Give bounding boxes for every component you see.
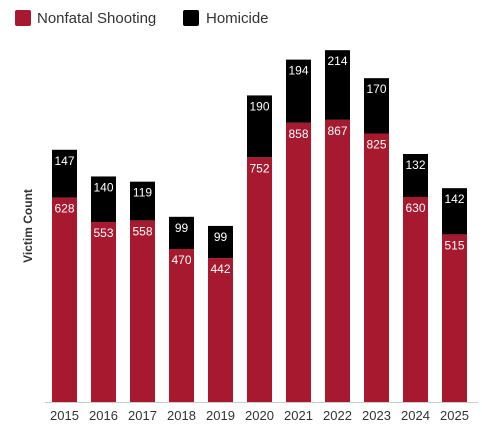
- data-label-nonfatal-shooting-2023: 825: [366, 138, 386, 152]
- bar-homicide-2019[interactable]: [208, 225, 233, 259]
- data-label-homicide-2022: 214: [327, 54, 347, 68]
- bar-homicide-2023[interactable]: [364, 78, 389, 134]
- bar-homicide-2018[interactable]: [169, 216, 194, 250]
- data-label-nonfatal-shooting-2015: 628: [54, 202, 74, 216]
- bar-nonfatal-shooting-2022[interactable]: [325, 119, 350, 403]
- x-tick-label-2021: 2021: [284, 408, 313, 423]
- data-label-nonfatal-shooting-2020: 752: [249, 161, 269, 175]
- data-label-nonfatal-shooting-2018: 470: [171, 253, 191, 267]
- data-label-nonfatal-shooting-2024: 630: [405, 201, 425, 215]
- bar-nonfatal-shooting-2016[interactable]: [91, 222, 116, 402]
- legend-item-nonfatal-shooting[interactable]: Nonfatal Shooting: [15, 10, 156, 27]
- x-tick-label-2025: 2025: [440, 408, 469, 423]
- data-label-nonfatal-shooting-2022: 867: [327, 124, 347, 138]
- data-label-homicide-2021: 194: [288, 64, 308, 78]
- bar-nonfatal-shooting-2019[interactable]: [208, 258, 233, 402]
- x-tick-label-2024: 2024: [401, 408, 430, 423]
- bar-homicide-2015[interactable]: [52, 149, 77, 198]
- x-tick-label-2017: 2017: [128, 408, 157, 423]
- legend-swatch-nonfatal-shooting: [15, 10, 31, 26]
- x-tick-label-2015: 2015: [50, 408, 79, 423]
- data-label-nonfatal-shooting-2025: 515: [444, 238, 464, 252]
- data-label-homicide-2016: 140: [93, 180, 113, 194]
- data-label-homicide-2019: 99: [214, 230, 228, 244]
- bar-homicide-2017[interactable]: [130, 181, 155, 221]
- bar-nonfatal-shooting-2025[interactable]: [442, 234, 467, 402]
- bar-nonfatal-shooting-2015[interactable]: [52, 197, 77, 402]
- data-labels-layer: 628 147 553 140 558 119 470 99 442 99 752 190 858 194…: [54, 54, 464, 276]
- data-label-homicide-2018: 99: [175, 221, 189, 235]
- data-label-nonfatal-shooting-2016: 553: [93, 226, 113, 240]
- data-label-homicide-2025: 142: [444, 192, 464, 206]
- x-tick-label-2020: 2020: [245, 408, 274, 423]
- bar-homicide-2020[interactable]: [247, 95, 272, 158]
- data-label-nonfatal-shooting-2021: 858: [288, 127, 308, 141]
- data-label-homicide-2020: 190: [249, 99, 269, 113]
- data-label-nonfatal-shooting-2019: 442: [210, 262, 230, 276]
- bar-homicide-2025[interactable]: [442, 188, 467, 235]
- bars-layer: [52, 50, 467, 403]
- bar-nonfatal-shooting-2017[interactable]: [130, 220, 155, 402]
- data-label-homicide-2023: 170: [366, 82, 386, 96]
- x-tick-label-2018: 2018: [167, 408, 196, 423]
- x-tick-labels: 2015 2016 2017 2018 2019 2020 2021 2022 2023 2024…: [50, 408, 469, 423]
- legend-label-nonfatal-shooting: Nonfatal Shooting: [37, 10, 156, 27]
- data-label-homicide-2017: 119: [133, 186, 152, 200]
- legend: Nonfatal Shooting Homicide: [15, 10, 269, 27]
- bar-nonfatal-shooting-2023[interactable]: [364, 133, 389, 403]
- x-tick-label-2016: 2016: [89, 408, 118, 423]
- legend-item-homicide[interactable]: Homicide: [183, 10, 269, 27]
- legend-swatch-homicide: [183, 10, 199, 26]
- data-label-homicide-2015: 147: [54, 154, 74, 168]
- x-tick-label-2019: 2019: [206, 408, 235, 423]
- bar-nonfatal-shooting-2018[interactable]: [169, 249, 194, 402]
- data-label-nonfatal-shooting-2017: 558: [132, 224, 152, 238]
- bar-nonfatal-shooting-2020[interactable]: [247, 157, 272, 402]
- legend-label-homicide: Homicide: [206, 10, 269, 27]
- x-tick-label-2022: 2022: [323, 408, 352, 423]
- x-tick-label-2023: 2023: [362, 408, 391, 423]
- y-axis-label: Victim Count: [21, 189, 35, 263]
- data-label-homicide-2024: 132: [405, 158, 425, 172]
- bar-nonfatal-shooting-2021[interactable]: [286, 122, 311, 402]
- bar-homicide-2021[interactable]: [286, 59, 311, 123]
- bar-homicide-2024[interactable]: [403, 154, 428, 197]
- bar-homicide-2022[interactable]: [325, 50, 350, 120]
- bar-homicide-2016[interactable]: [91, 176, 116, 223]
- bar-nonfatal-shooting-2024[interactable]: [403, 196, 428, 402]
